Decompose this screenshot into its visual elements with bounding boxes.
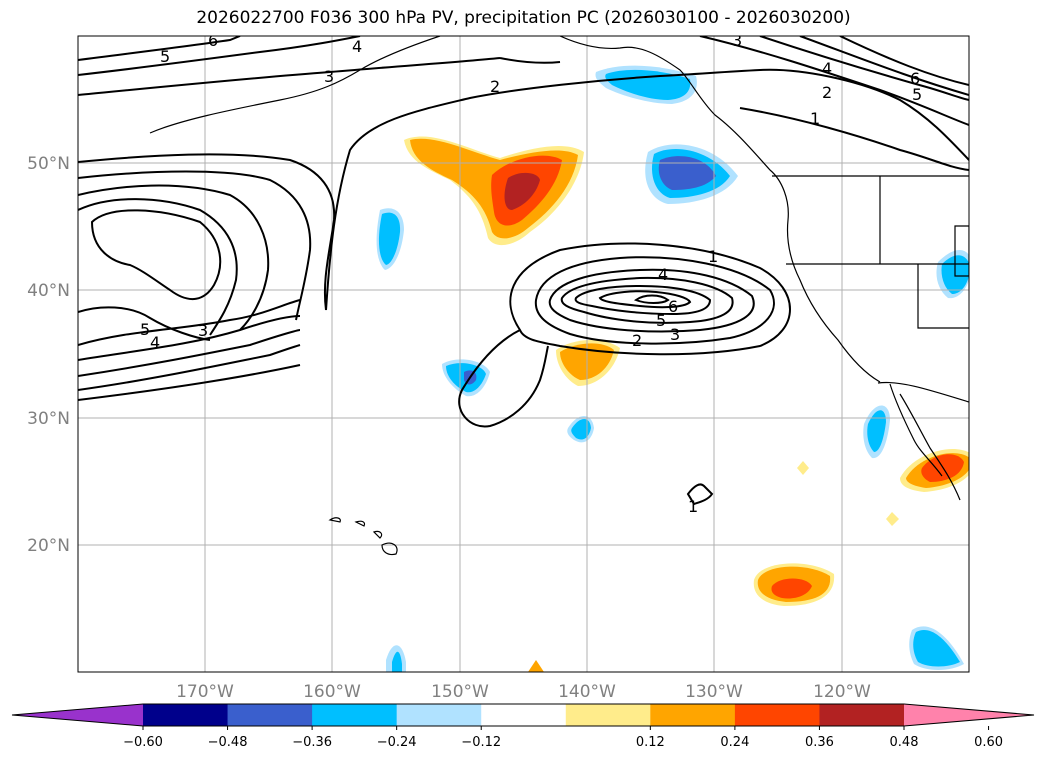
colorbar-tick-label: 0.12 [636,735,665,750]
colorbar-tick-label: 0.24 [720,735,749,750]
precip-positive-area [528,660,544,672]
lon-label-150w: 150°W [431,682,489,702]
coastlines [149,36,969,556]
colorbar-segment [819,704,905,726]
contour-label: 3 [198,321,208,340]
colorbar-tick-label: −0.48 [208,735,248,750]
colorbar-tick-label: −0.12 [461,735,501,750]
colorbar-tick-label: −0.60 [123,735,163,750]
colorbar-segment [396,704,482,726]
lon-label-160w: 160°W [303,682,361,702]
colorbar-tick-label: −0.36 [292,735,332,750]
colorbar-tick-label: 0.60 [974,735,1003,750]
colorbar-segment [481,704,567,726]
precip-positive-area [771,578,812,599]
lat-label-30n: 30°N [27,409,70,429]
precip-negative-area [867,410,886,452]
pv-contour-labels: 6 5 3 4 2 3 4 6 2 5 1 5 4 3 1 4 6 5 3 2 … [140,31,922,516]
lat-label-50n: 50°N [27,154,70,174]
contour-label: 6 [668,297,678,316]
precip-positive-area [886,512,899,526]
contour-label: 2 [490,77,500,96]
contour-label: 6 [208,31,218,50]
precip-negative-area [571,419,591,440]
precip-negative-area [913,630,960,667]
contour-label: 4 [658,265,668,284]
lon-label-170w: 170°W [176,682,234,702]
contour-label: 1 [708,247,718,266]
contour-label: 3 [670,325,680,344]
colorbar-segment [143,704,229,726]
contour-label: 2 [632,331,642,350]
lat-label-20n: 20°N [27,536,70,556]
lon-label-140w: 140°W [558,682,616,702]
map-frame [77,35,970,673]
lat-labels: 50°N 40°N 30°N 20°N [27,154,70,556]
contour-label: 1 [688,497,698,516]
contour-label: 4 [352,37,362,56]
colorbar-tick-label: 0.48 [890,735,919,750]
contour-label: 5 [912,85,922,104]
contour-label: 2 [822,83,832,102]
lon-label-120w: 120°W [813,682,871,702]
contour-label: 4 [822,59,832,78]
map-area: 6 5 3 4 2 3 4 6 2 5 1 5 4 3 1 4 6 5 3 2 … [78,31,969,672]
colorbar-segment [565,704,651,726]
colorbar-segment [734,704,820,726]
contour-label: 3 [324,67,334,86]
lon-label-130w: 130°W [685,682,743,702]
colorbar-tick-label: 0.36 [805,735,834,750]
colorbar-extend-low [12,704,143,726]
contour-label: 5 [160,47,170,66]
contour-label: 1 [810,109,820,128]
precip-positive-area [504,172,540,210]
contour-label: 3 [732,31,742,50]
colorbar-segment [312,704,398,726]
contour-label: 5 [140,320,150,339]
contour-label: 6 [910,69,920,88]
precip-negative-area [658,156,716,190]
precip-negative-area [605,69,691,100]
colorbar-segment [650,704,736,726]
map-title: 2026022700 F036 300 hPa PV, precipitatio… [196,8,851,28]
contour-label: 5 [656,311,666,330]
precip-negative-area [378,212,401,265]
lon-labels: 170°W 160°W 150°W 140°W 130°W 120°W [176,682,871,702]
colorbar-segment [227,704,313,726]
colorbar-extend-high [904,704,1034,726]
lat-label-40n: 40°N [27,281,70,301]
precip-negative-area [392,651,402,672]
pv-contours [78,36,969,506]
contour-label: 4 [150,333,160,352]
colorbar: −0.60 −0.48 −0.36 −0.24 −0.12 0.12 0.24 0.36 0.4… [11,703,1035,750]
colorbar-tick-label: −0.24 [377,735,417,750]
precip-positive-area [797,461,809,475]
